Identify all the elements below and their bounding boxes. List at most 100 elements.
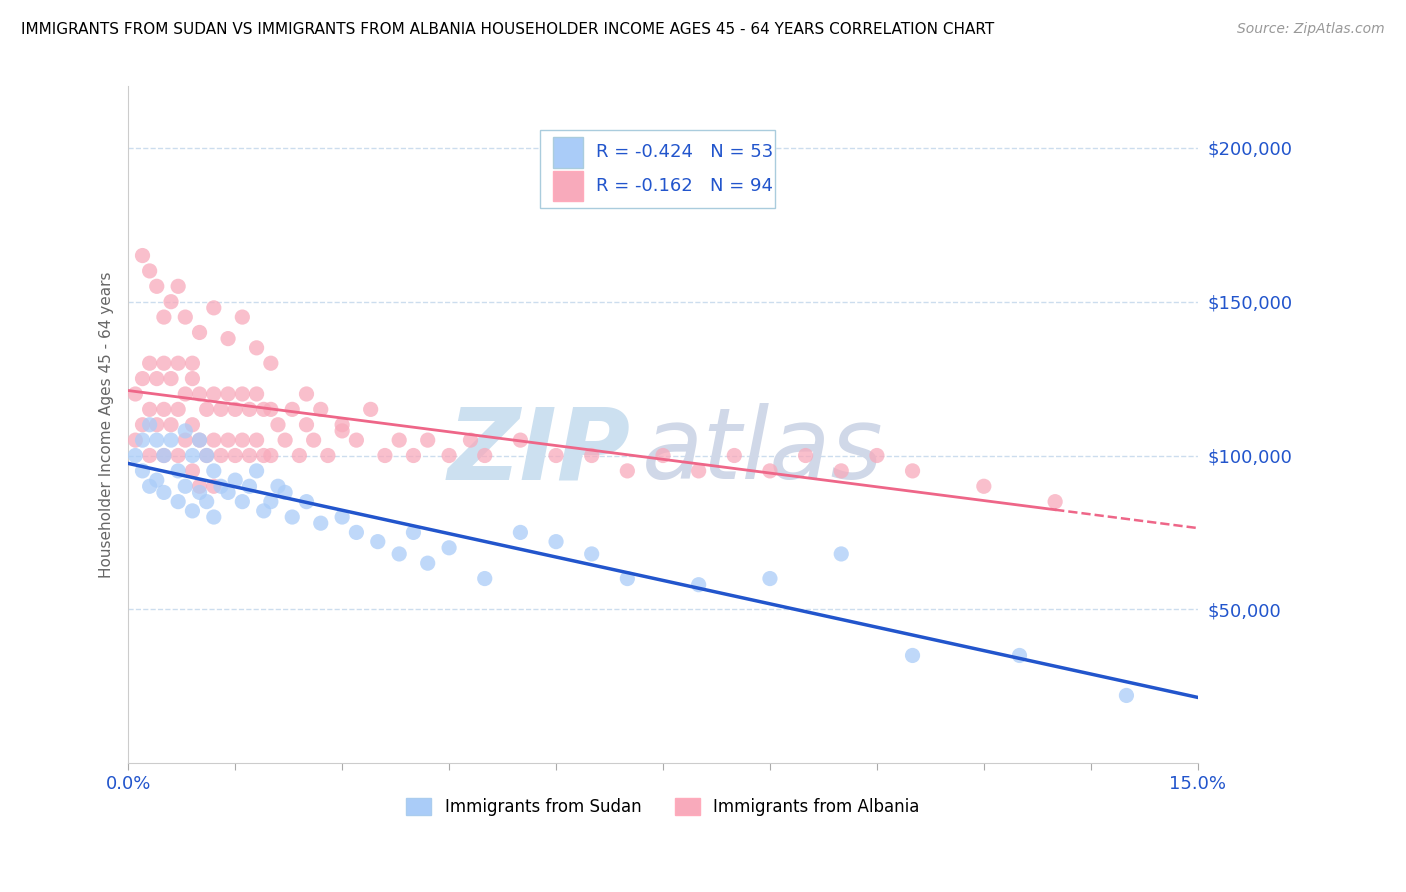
- Point: [509, 525, 531, 540]
- Point: [167, 464, 190, 478]
- Point: [402, 525, 425, 540]
- Point: [231, 310, 253, 324]
- Point: [330, 424, 353, 438]
- Point: [274, 433, 297, 447]
- FancyBboxPatch shape: [540, 130, 775, 208]
- Point: [160, 433, 183, 447]
- Point: [138, 449, 160, 463]
- Point: [174, 387, 197, 401]
- Point: [181, 371, 204, 385]
- Text: R = -0.424   N = 53: R = -0.424 N = 53: [596, 143, 773, 161]
- Point: [145, 279, 167, 293]
- Point: [217, 387, 239, 401]
- Point: [145, 433, 167, 447]
- Point: [202, 433, 225, 447]
- Point: [274, 485, 297, 500]
- Point: [217, 433, 239, 447]
- Point: [360, 402, 382, 417]
- Point: [202, 510, 225, 524]
- Point: [652, 449, 675, 463]
- Point: [281, 402, 304, 417]
- Point: [195, 449, 218, 463]
- Point: [181, 417, 204, 432]
- Point: [460, 433, 482, 447]
- Point: [253, 402, 276, 417]
- Point: [160, 417, 183, 432]
- Point: [124, 433, 146, 447]
- Point: [238, 479, 260, 493]
- Point: [167, 279, 190, 293]
- Point: [202, 464, 225, 478]
- Point: [245, 341, 267, 355]
- Point: [344, 433, 367, 447]
- Point: [188, 433, 211, 447]
- Point: [1043, 494, 1066, 508]
- Point: [138, 479, 160, 493]
- Point: [153, 449, 176, 463]
- Point: [138, 356, 160, 370]
- Point: [830, 464, 852, 478]
- Point: [1008, 648, 1031, 663]
- Text: Source: ZipAtlas.com: Source: ZipAtlas.com: [1237, 22, 1385, 37]
- Point: [224, 402, 246, 417]
- Point: [901, 464, 924, 478]
- Point: [309, 402, 332, 417]
- Point: [138, 402, 160, 417]
- Point: [688, 578, 710, 592]
- Point: [145, 473, 167, 487]
- Point: [388, 433, 411, 447]
- Point: [474, 449, 496, 463]
- Point: [267, 417, 290, 432]
- Legend: Immigrants from Sudan, Immigrants from Albania: Immigrants from Sudan, Immigrants from A…: [399, 791, 927, 822]
- Point: [295, 417, 318, 432]
- Point: [344, 525, 367, 540]
- Point: [260, 449, 283, 463]
- Point: [145, 417, 167, 432]
- Point: [202, 479, 225, 493]
- Text: atlas: atlas: [641, 403, 883, 500]
- Point: [153, 356, 176, 370]
- Point: [153, 402, 176, 417]
- Point: [231, 387, 253, 401]
- Point: [688, 464, 710, 478]
- Point: [188, 433, 211, 447]
- Point: [124, 387, 146, 401]
- Point: [202, 301, 225, 315]
- Point: [188, 387, 211, 401]
- Point: [616, 572, 638, 586]
- Point: [295, 494, 318, 508]
- Point: [153, 449, 176, 463]
- Point: [759, 572, 782, 586]
- Point: [437, 541, 460, 555]
- Point: [231, 433, 253, 447]
- Point: [209, 479, 232, 493]
- Bar: [553, 171, 582, 202]
- Point: [174, 479, 197, 493]
- Point: [160, 371, 183, 385]
- Point: [581, 449, 603, 463]
- Point: [245, 387, 267, 401]
- Y-axis label: Householder Income Ages 45 - 64 years: Householder Income Ages 45 - 64 years: [100, 271, 114, 578]
- Point: [174, 310, 197, 324]
- Point: [195, 494, 218, 508]
- Point: [138, 417, 160, 432]
- Point: [723, 449, 745, 463]
- Point: [973, 479, 995, 493]
- Point: [181, 356, 204, 370]
- Point: [195, 402, 218, 417]
- Point: [138, 264, 160, 278]
- Point: [145, 371, 167, 385]
- Point: [253, 504, 276, 518]
- Point: [253, 449, 276, 463]
- Point: [195, 449, 218, 463]
- Point: [131, 371, 153, 385]
- Point: [131, 417, 153, 432]
- Point: [260, 494, 283, 508]
- Point: [224, 473, 246, 487]
- Point: [416, 433, 439, 447]
- Point: [830, 547, 852, 561]
- Point: [124, 449, 146, 463]
- Text: ZIP: ZIP: [449, 403, 631, 500]
- Text: IMMIGRANTS FROM SUDAN VS IMMIGRANTS FROM ALBANIA HOUSEHOLDER INCOME AGES 45 - 64: IMMIGRANTS FROM SUDAN VS IMMIGRANTS FROM…: [21, 22, 994, 37]
- Point: [153, 485, 176, 500]
